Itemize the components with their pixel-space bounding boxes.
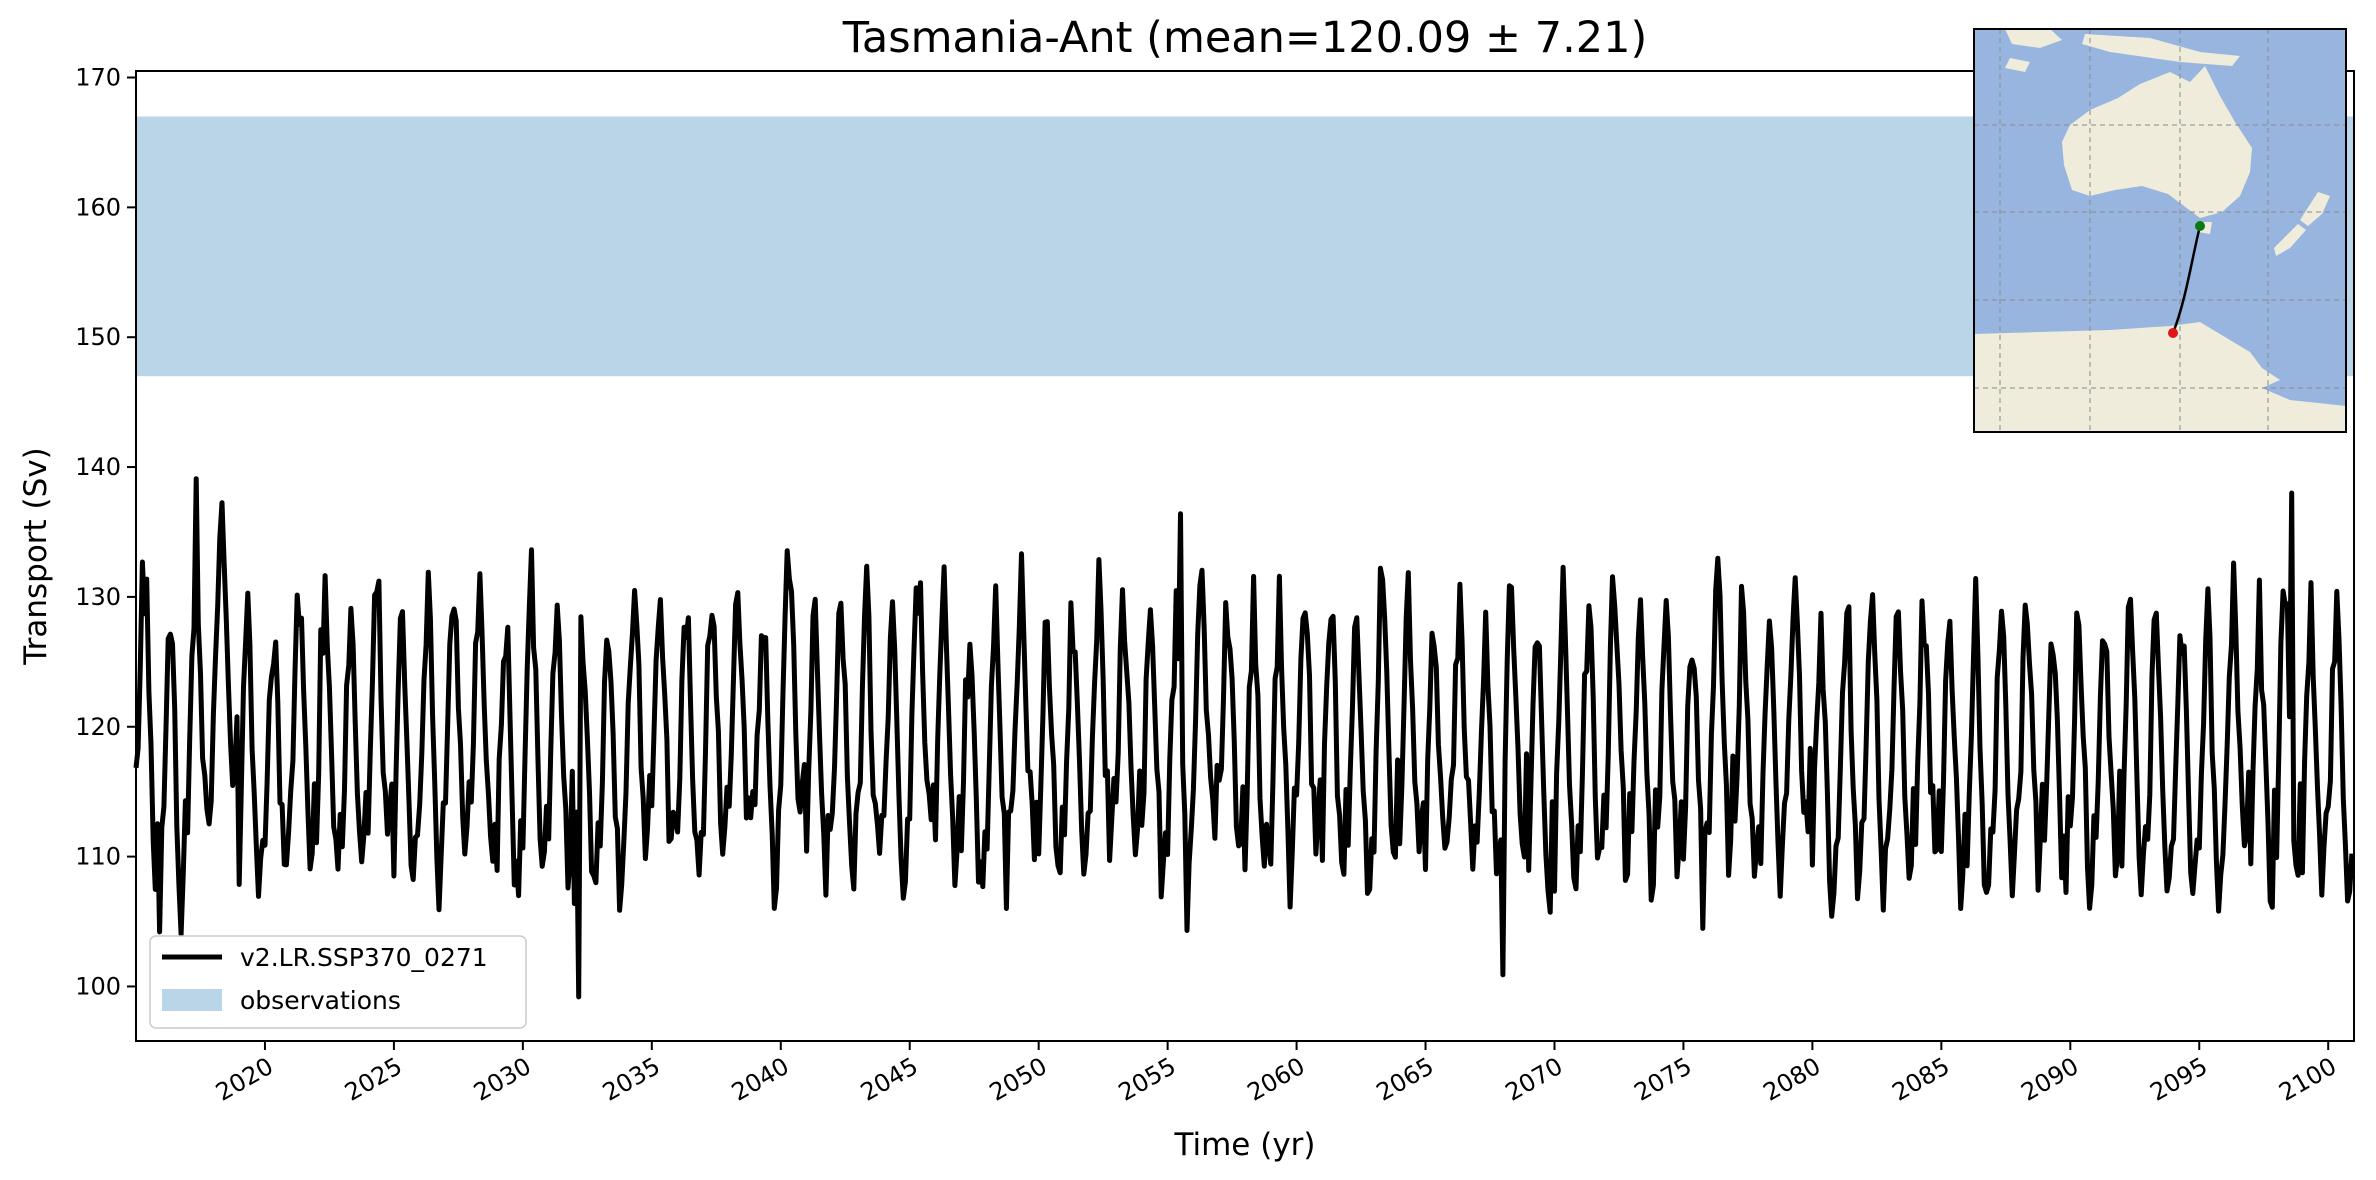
map-frame <box>1973 28 2347 433</box>
map-land-new-guinea <box>2082 34 2240 66</box>
y-tick-label: 120 <box>75 713 121 741</box>
legend-series-label: v2.LR.SSP370_0271 <box>240 943 488 972</box>
map-land-new-zealand-south <box>2274 224 2306 256</box>
y-axis-label: Transport (Sv) <box>18 447 54 666</box>
y-tick-label: 100 <box>75 972 121 1000</box>
map-transect-line <box>2171 225 2202 334</box>
map-land-new-zealand-north <box>2300 192 2330 226</box>
y-tick-label: 130 <box>75 583 121 611</box>
y-tick-label: 110 <box>75 843 121 871</box>
inset-map <box>1973 28 2347 433</box>
y-tick-label: 160 <box>75 193 121 221</box>
map-land-australia <box>2062 66 2252 218</box>
map-graticule <box>1974 29 2346 432</box>
y-axis: 100 110 120 130 140 150 160 170 <box>75 63 136 1000</box>
axes-frame <box>135 70 2355 1042</box>
legend-box <box>149 935 527 1029</box>
y-tick-label: 140 <box>75 453 121 481</box>
map-end-marker <box>2195 221 2205 231</box>
y-tick-label: 150 <box>75 323 121 351</box>
legend-band-label: observations <box>240 986 401 1015</box>
map-land-asia <box>2005 29 2062 48</box>
chart-title: Tasmania-Ant (mean=120.09 ± 7.21) <box>842 13 1648 63</box>
legend-band-swatch <box>162 989 222 1011</box>
x-axis-label: Time (yr) <box>1174 1127 1316 1163</box>
map-land-islands <box>2005 58 2030 72</box>
map-start-marker <box>2168 328 2178 338</box>
legend: v2.LR.SSP370_0271 observations <box>149 935 527 1029</box>
series-line <box>133 476 2355 1000</box>
map-land-antarctica <box>1974 322 2346 432</box>
y-tick-label: 170 <box>75 63 121 91</box>
